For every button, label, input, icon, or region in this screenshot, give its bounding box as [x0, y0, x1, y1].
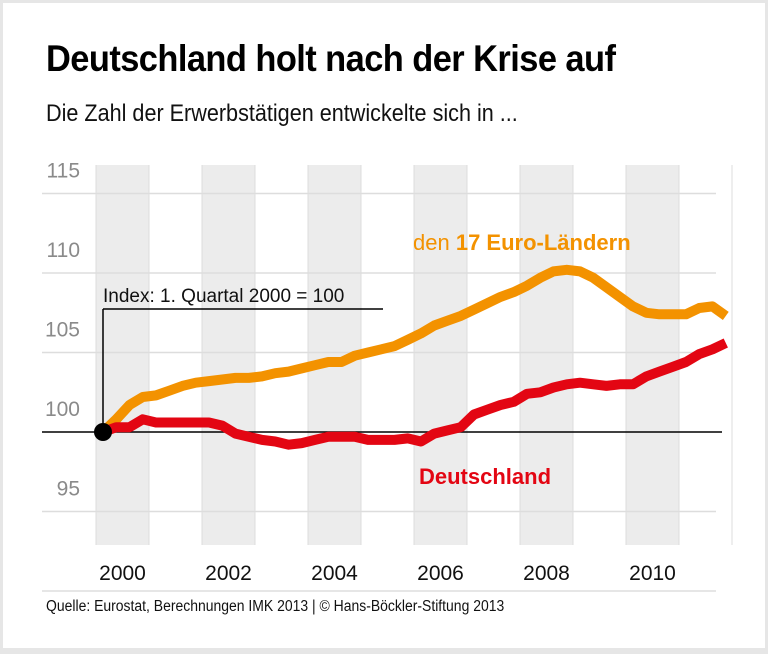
- series-label-euro: den 17 Euro-Ländern: [413, 230, 631, 255]
- y-tick-label: 115: [47, 160, 80, 183]
- x-axis-ticks: 2000 2002 2004 2006 2008 2010: [99, 562, 676, 585]
- x-tick-label: 2000: [99, 562, 146, 585]
- year-band-2002: [202, 165, 255, 545]
- x-tick-label: 2004: [311, 562, 358, 585]
- y-tick-label: 110: [47, 239, 80, 262]
- origin-dot: [94, 423, 112, 441]
- series-label-euro-prefix: den: [413, 230, 456, 255]
- y-tick-label: 95: [57, 478, 80, 501]
- y-tick-label: 100: [45, 398, 80, 421]
- series-label-germany: Deutschland: [419, 464, 551, 489]
- series-label-euro-bold: 17 Euro-Ländern: [456, 230, 631, 255]
- source-note: Quelle: Eurostat, Berechnungen IMK 2013 …: [46, 598, 505, 615]
- chart-subtitle: Die Zahl der Erwerbstätigen entwickelte …: [46, 100, 518, 127]
- series-line-germany: [101, 338, 728, 450]
- x-tick-label: 2010: [629, 562, 676, 585]
- year-band-2000: [96, 165, 149, 545]
- x-tick-label: 2008: [523, 562, 570, 585]
- year-bands: [96, 165, 679, 545]
- year-band-2006: [414, 165, 467, 545]
- year-band-2008: [520, 165, 573, 545]
- series-points-euro: [102, 269, 726, 433]
- series-line-euro: [99, 264, 729, 436]
- index-annotation: Index: 1. Quartal 2000 = 100: [102, 286, 383, 432]
- x-tick-label: 2006: [417, 562, 464, 585]
- y-axis-ticks: 115 110 105 100 95: [45, 160, 80, 501]
- chart-title: Deutschland holt nach der Krise auf: [46, 38, 616, 79]
- y-tick-label: 105: [45, 319, 80, 342]
- series-lines: [99, 264, 729, 450]
- year-band-2010: [626, 165, 679, 545]
- x-tick-label: 2002: [205, 562, 252, 585]
- index-note: Index: 1. Quartal 2000 = 100: [103, 286, 344, 307]
